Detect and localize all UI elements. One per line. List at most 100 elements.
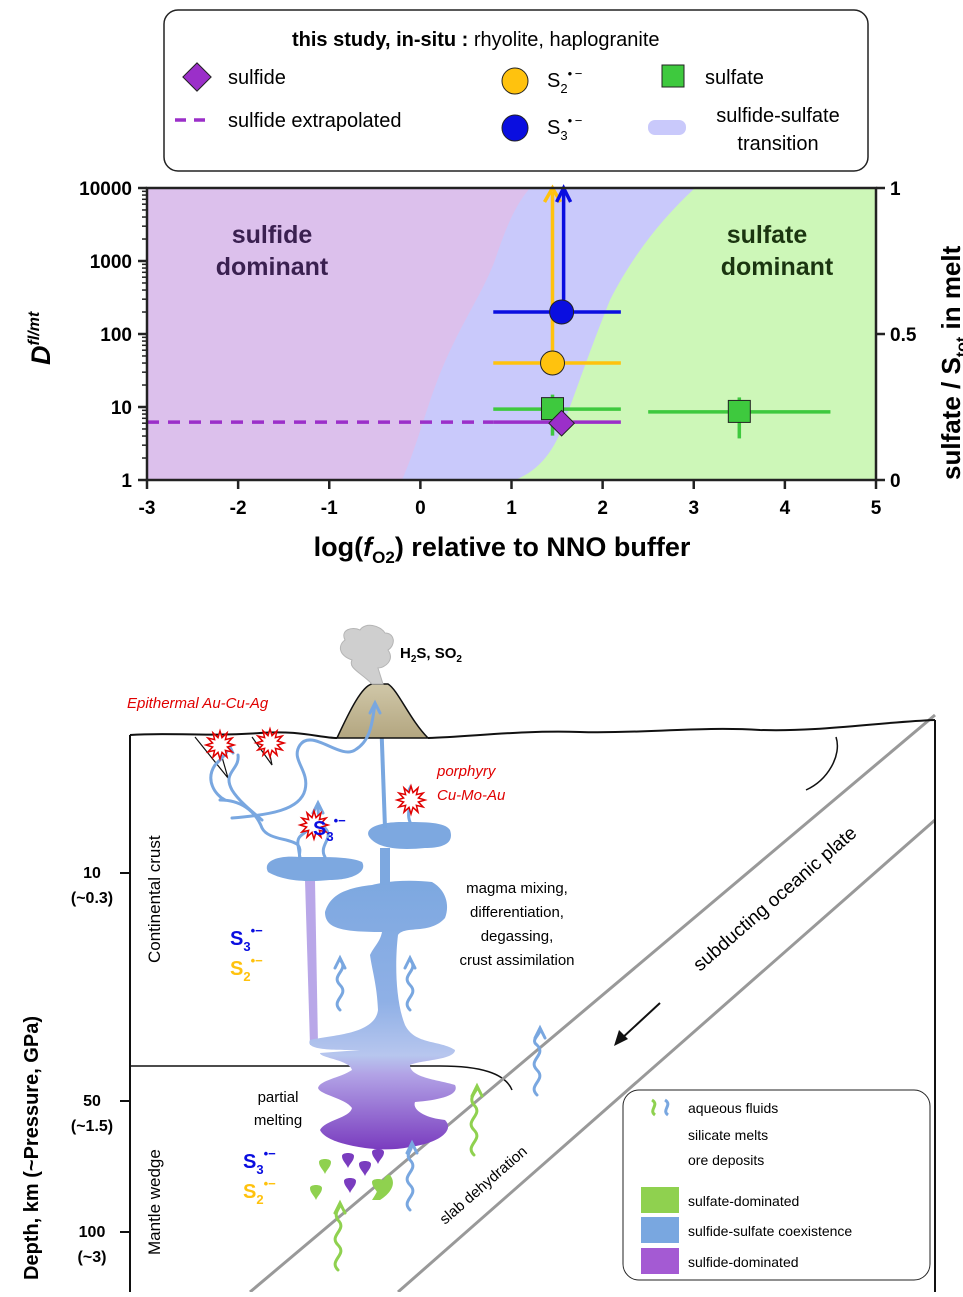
fluid-path-11 (405, 1143, 415, 1212)
svg-text:sulfate: sulfate (705, 67, 764, 89)
y-tick-label: 1 (121, 471, 132, 492)
legend-swatch-sulfide (641, 1248, 679, 1274)
subduction-arrow (619, 1002, 661, 1041)
fluid-arrowhead (470, 1082, 484, 1098)
depth-tick-label: 100 (79, 1224, 106, 1241)
porphyry-label-1: porphyry (436, 763, 497, 780)
y-tick-label: 100 (100, 325, 132, 346)
fluid-arrowhead (403, 954, 417, 970)
ore-deposit-icon (297, 808, 331, 842)
s2-species-label: S2•− (230, 953, 263, 984)
porphyry-label-2: Cu-Mo-Au (437, 787, 506, 804)
y-axis-label: Dfl/mt (26, 311, 56, 365)
fluid-path-12 (469, 1086, 479, 1157)
x-tick-label: 2 (597, 498, 608, 519)
x-tick-label: 4 (780, 498, 791, 519)
depth-axis-label: Depth, km (~Pressure, GPa) (21, 1016, 43, 1280)
moho-line (130, 1065, 513, 1091)
subduction-diagram: H2S, SO2 Epithermal Au-Cu-Ag porphyry Cu… (21, 624, 936, 1292)
upper-chamber-right (368, 822, 451, 849)
legend-s2: S2• − (501, 66, 582, 96)
legend-swatch-coexist (641, 1217, 679, 1243)
legend-silicate: silicate melts (688, 1127, 768, 1143)
ore-deposit-icon (394, 783, 428, 817)
melt-blob (372, 1174, 393, 1200)
legend-sulfide: sulfide (182, 62, 286, 92)
region-sulfate-dominant (515, 188, 876, 480)
fluid-arrowhead (405, 1139, 419, 1155)
volcano (335, 683, 430, 739)
legend-ore: ore deposits (688, 1152, 764, 1168)
diagram-legend: aqueous fluids silicate melts ore deposi… (622, 1089, 931, 1281)
legend-coexistence: sulfide-sulfate coexistence (688, 1223, 852, 1239)
upper-chamber-left (266, 856, 364, 882)
svg-text:S2• −: S2• − (547, 66, 582, 96)
sulfate-point (727, 399, 751, 423)
x-tick-label: 3 (688, 498, 699, 519)
magma-label-1: magma mixing, (466, 880, 568, 897)
depth-tick-label: 50 (83, 1093, 101, 1110)
depth-tick-label: 10 (83, 865, 101, 882)
y-tick-label: 10000 (79, 179, 132, 200)
magma-label-3: degassing, (481, 928, 554, 945)
magma-label-2: differentiation, (470, 904, 564, 921)
trench-line (805, 736, 839, 791)
gas-plume (339, 624, 394, 685)
slab-bottom (397, 818, 936, 1292)
fluid-path-8 (335, 958, 345, 1012)
x-tick-label: -3 (139, 498, 156, 519)
legend-s3: S3• − (501, 113, 582, 143)
mantle-wedge-label: Mantle wedge (145, 1149, 164, 1255)
sulfide-point (548, 409, 576, 437)
y2-tick-label: 0 (890, 471, 901, 492)
gas-label: H2S, SO2 (400, 645, 462, 665)
x-axis-label: log(fO2) relative to NNO buffer (314, 532, 691, 567)
fluid-arrowhead (333, 954, 347, 970)
region-label-sulfate-2: dominant (721, 253, 834, 281)
melt-drop (310, 1185, 322, 1200)
x-tick-label: 1 (506, 498, 517, 519)
region-label-sulfate-1: sulfate (727, 221, 808, 249)
svg-text:sulfide extrapolated: sulfide extrapolated (228, 110, 401, 132)
slab-top (249, 713, 936, 1292)
svg-text:sulfide: sulfide (228, 67, 286, 89)
s2-species-label: S2•− (243, 1176, 276, 1207)
s3-species-label: S3•− (313, 813, 346, 844)
y2-tick-label: 1 (890, 179, 901, 200)
svg-text:transition: transition (737, 133, 818, 155)
melt-drop (372, 1149, 384, 1164)
continental-crust-label: Continental crust (145, 835, 164, 963)
svg-text:S3• −: S3• − (547, 113, 582, 143)
y-tick-label: 1000 (90, 252, 132, 273)
partial-melting-label-1: partial (258, 1089, 299, 1106)
y-tick-label: 10 (111, 398, 132, 419)
x-tick-label: -1 (321, 498, 338, 519)
fluid-arrowhead (533, 1024, 547, 1040)
pressure-tick-label: (~3) (78, 1249, 107, 1266)
melt-drop (372, 1179, 384, 1194)
legend-fluid-icon (664, 1098, 670, 1117)
legend-fluid-icon (651, 1098, 657, 1117)
region-label-sulfide-1: sulfide (232, 221, 313, 249)
magma-system (309, 880, 456, 1150)
magma-label-4: crust assimilation (459, 952, 574, 969)
y2-axis-label: sulfate / Stot in melt (936, 245, 963, 480)
magma-feeder-left (305, 880, 318, 1045)
pressure-tick-label: (~1.5) (71, 1118, 113, 1135)
fluid-path-4 (227, 753, 264, 822)
region-label-sulfide-2: dominant (216, 253, 329, 281)
s3-species-label: S3•− (243, 1146, 276, 1177)
s2-point (540, 350, 566, 376)
fluid-path-5 (316, 803, 330, 859)
legend-sulfate: sulfate (661, 64, 764, 89)
melt-drop (342, 1153, 354, 1168)
melt-drop (359, 1161, 371, 1176)
legend-swatch-sulfate (641, 1187, 679, 1213)
legend-sulfide-dominated: sulfide-dominated (688, 1254, 799, 1270)
s3-point (549, 299, 575, 325)
fluid-path-9 (405, 958, 415, 1012)
melt-drop (319, 1159, 331, 1174)
x-tick-label: 5 (871, 498, 882, 519)
epithermal-label: Epithermal Au-Cu-Ag (127, 695, 269, 712)
legend-title: this study, in-situ : rhyolite, haplogra… (292, 29, 660, 51)
